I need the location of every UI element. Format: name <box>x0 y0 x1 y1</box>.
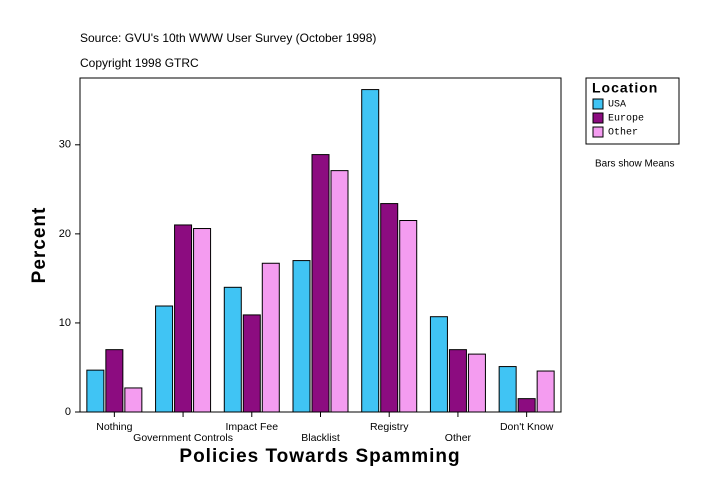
bar <box>498 366 517 413</box>
x-tick-label: Registry <box>370 421 409 433</box>
y-tick-label: 10 <box>59 317 71 329</box>
x-axis-label: Policies Towards Spamming <box>179 446 460 467</box>
legend-label: Other <box>608 127 638 139</box>
legend-swatch <box>592 98 604 110</box>
bar <box>242 314 261 413</box>
bar <box>429 316 448 413</box>
bar <box>467 353 486 413</box>
x-tick-label: Blacklist <box>301 432 340 444</box>
bar <box>292 260 311 413</box>
bar <box>193 228 212 413</box>
legend-swatch <box>592 126 604 138</box>
legend-label: Europe <box>608 114 644 125</box>
x-tick-label: Don't Know <box>500 421 554 433</box>
legend-title: Location <box>592 80 658 96</box>
x-tick-label: Other <box>445 432 472 444</box>
y-tick-label: 30 <box>59 139 71 151</box>
bar <box>330 170 349 413</box>
x-tick-label: Impact Fee <box>226 421 279 433</box>
bar <box>361 89 380 413</box>
bar <box>311 154 330 413</box>
legend-label: USA <box>608 100 626 111</box>
bar <box>223 286 242 413</box>
x-tick-label: Government Controls <box>133 432 233 444</box>
bar <box>86 369 105 413</box>
bar <box>124 387 143 413</box>
bar <box>174 224 193 413</box>
chart-subtitle: Copyright 1998 GTRC <box>80 56 199 70</box>
y-tick-label: 0 <box>65 406 71 418</box>
bar <box>155 305 174 413</box>
legend-swatch <box>592 112 604 124</box>
x-tick-label: Nothing <box>96 421 132 433</box>
bar <box>517 398 536 413</box>
bar <box>536 370 555 413</box>
bar <box>105 349 124 413</box>
bar <box>261 262 280 413</box>
chart-title: Source: GVU's 10th WWW User Survey (Octo… <box>80 31 376 45</box>
bar <box>380 203 399 413</box>
y-axis-label: Percent <box>29 207 50 284</box>
bar <box>399 220 418 413</box>
note: Bars show Means <box>595 159 674 170</box>
bar <box>448 349 467 413</box>
y-tick-label: 20 <box>59 228 71 240</box>
